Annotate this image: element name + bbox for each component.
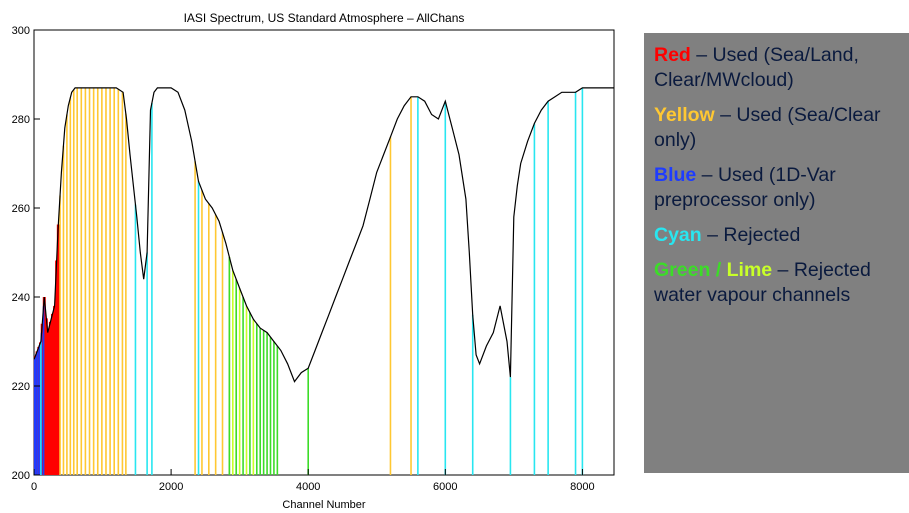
x-tick-label: 2000 [159,481,183,493]
legend-description: – Used (Sea/Clear only) [654,104,881,151]
y-tick-label: 200 [12,470,30,482]
y-tick-label: 280 [12,114,30,126]
x-tick-label: 6000 [433,481,457,493]
y-tick-label: 240 [12,292,30,304]
legend-key-separator: / [710,259,727,281]
x-tick-label: 4000 [296,481,320,493]
legend-key: Cyan [654,224,702,246]
legend-description: – Used (1D-Var preprocessor only) [654,164,836,211]
spectrum-line [33,87,614,383]
legend-key: Red [654,44,691,66]
legend-description: – Rejected water vapour channels [654,259,871,306]
x-tick-label: 8000 [570,481,594,493]
legend-key: Blue [654,164,697,186]
plot-frame [33,29,615,476]
legend-key-green: Green [654,259,711,281]
chart-title: IASI Spectrum, US Standard Atmosphere – … [184,11,465,25]
legend-entry: Green / Lime – Rejected water vapour cha… [654,258,909,308]
legend-key: Green / Lime [654,259,772,281]
x-tick-label: 0 [31,481,37,493]
y-tick-label: 220 [12,381,30,393]
legend-entry: Blue – Used (1D-Var preprocessor only) [654,163,909,213]
x-axis-label: Channel Number [282,499,365,511]
legend-entry: Cyan – Rejected [654,223,909,248]
y-tick-label: 260 [12,203,30,215]
legend-key-lime: Lime [726,259,773,281]
legend-panel: Red – Used (Sea/Land, Clear/MWcloud) Yell… [644,33,909,473]
legend-entry: Yellow – Used (Sea/Clear only) [654,103,909,153]
legend-description: – Rejected [701,224,801,246]
legend-key: Yellow [654,104,715,126]
y-tick-label: 300 [12,25,30,37]
channel-bars-group [33,87,584,475]
axis-ticks-group: 0 2000 4000 6000 8000 200 220 240 260 280 300 [12,25,595,493]
legend-description: – Used (Sea/Land, Clear/MWcloud) [654,44,859,91]
legend-entry: Red – Used (Sea/Land, Clear/MWcloud) [654,43,909,93]
